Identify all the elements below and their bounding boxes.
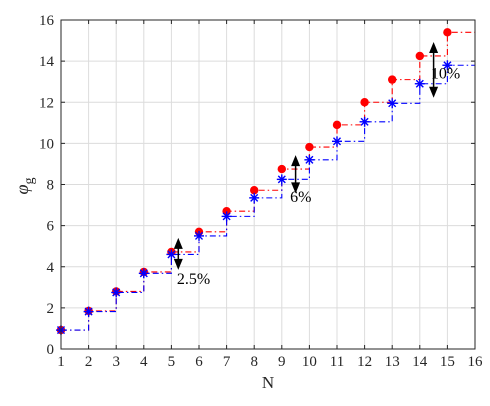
series-1-point: [443, 28, 452, 37]
annotation-layer: 2.5% 6% 10%: [173, 41, 460, 288]
annotation-arrow-3: [429, 41, 439, 98]
y-tick-label: 8: [47, 178, 55, 194]
series-2-point: [249, 192, 260, 203]
y-tick-label: 6: [47, 219, 55, 235]
y-axis-label-symbol: φ: [12, 184, 32, 194]
x-tick-label: 5: [168, 354, 176, 370]
series-1-point: [360, 98, 369, 107]
y-axis-label: φg: [12, 178, 37, 195]
y-tick-label: 0: [47, 342, 55, 358]
series-1-point: [277, 164, 286, 174]
x-tick-label: 9: [278, 354, 286, 370]
arrow-head-down: [173, 258, 183, 270]
series-2-point: [111, 287, 122, 298]
series-2-point: [359, 116, 370, 127]
series-1-point: [305, 142, 314, 152]
arrow-head-up: [429, 41, 439, 53]
series-1-point: [332, 120, 342, 130]
x-tick-label: 16: [468, 354, 484, 370]
series-2-point: [276, 174, 287, 185]
y-axis-label-subscript: g: [22, 178, 37, 185]
x-tick-label: 2: [85, 354, 93, 370]
y-tick-label: 2: [47, 301, 55, 317]
series-1-step-line: [61, 31, 475, 331]
x-axis-label: N: [262, 373, 274, 392]
y-tick-label: 16: [39, 13, 55, 29]
annotation-label: 10%: [431, 65, 460, 82]
series-2-point: [138, 268, 149, 279]
x-tick-label: 10: [302, 354, 317, 370]
series-2-point: [166, 249, 177, 260]
x-tick-label: 4: [140, 354, 148, 370]
x-tick-label: 14: [412, 354, 428, 370]
arrow-head-up: [291, 155, 301, 167]
arrow-head-down: [429, 86, 439, 98]
y-tick-label: 14: [39, 54, 55, 70]
series-1-point: [388, 75, 397, 84]
grid: [60, 19, 476, 350]
series-2-point: [442, 60, 453, 71]
x-tick-label: 12: [357, 354, 372, 370]
x-tick-label: 3: [112, 354, 120, 370]
arrow-head-down: [291, 182, 301, 194]
series-1-point: [415, 51, 424, 61]
y-tick-label: 12: [39, 95, 54, 111]
series-2-point: [332, 136, 342, 147]
x-tick-label: 7: [223, 354, 231, 370]
y-tick-label: 10: [39, 136, 54, 152]
x-tick-label: 13: [385, 354, 400, 370]
annotation-label: 2.5%: [177, 271, 210, 288]
series-2-point: [194, 230, 204, 241]
series-2-point: [221, 211, 232, 222]
series-2-point: [83, 306, 94, 317]
series-layer: [56, 28, 475, 336]
arrow-head-up: [173, 237, 183, 249]
series-1-point: [250, 186, 259, 195]
series-2-point: [414, 78, 425, 89]
x-tick-label: 15: [440, 354, 455, 370]
x-tick-label: 8: [250, 354, 258, 370]
x-tick-label: 6: [195, 354, 203, 370]
svg-text:φg: φg: [12, 178, 37, 195]
x-tick-label: 11: [330, 354, 344, 370]
annotation-label: 6%: [290, 189, 311, 206]
series-2-point: [387, 98, 398, 109]
x-tick-label: 1: [57, 354, 65, 370]
annotation-arrow-2: [291, 155, 301, 194]
series-2-point: [304, 154, 315, 165]
y-tick-label: 4: [47, 260, 55, 276]
annotation-arrow-1: [173, 237, 183, 270]
